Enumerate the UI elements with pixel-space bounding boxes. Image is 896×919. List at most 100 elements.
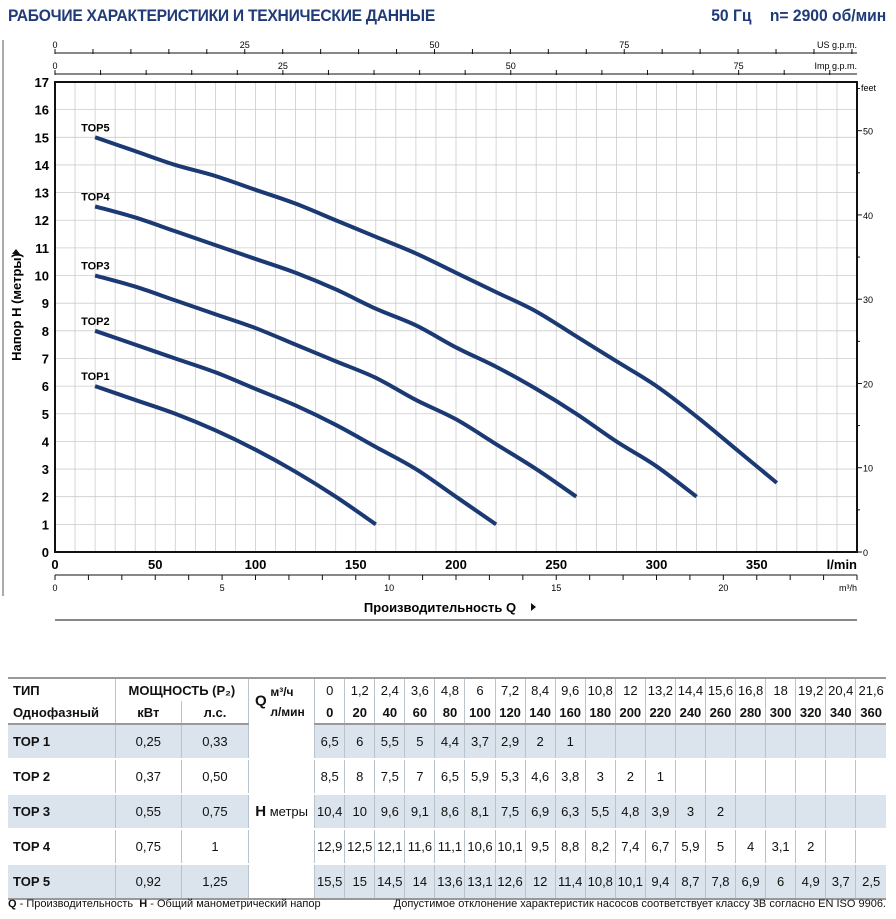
kw: 0,75 <box>114 829 182 865</box>
head-value: 3,1 <box>765 829 796 865</box>
head-value: 3,9 <box>644 794 676 830</box>
head-value: 2 <box>614 759 646 795</box>
head-value: 9,4 <box>644 864 676 900</box>
head-value <box>704 724 736 760</box>
lmin-label: л/мин <box>270 704 305 719</box>
head-value: 6 <box>344 724 375 760</box>
head-value: 1 <box>554 724 586 760</box>
feet-tick-label: 40 <box>863 211 873 221</box>
head-value: 6,5 <box>314 724 345 760</box>
m3h-tick-label: 15 <box>551 583 561 593</box>
head-value: 7 <box>404 759 435 795</box>
head-value: 4,6 <box>524 759 556 795</box>
m3h-value: 10,8 <box>584 677 616 701</box>
head-value <box>674 759 706 795</box>
head-value: 12 <box>524 864 556 900</box>
x-axis-arrow-icon <box>531 603 536 611</box>
series-line-top1 <box>94 384 377 526</box>
lmin-value: 140 <box>524 701 556 725</box>
head-value: 13,6 <box>434 864 465 900</box>
model: TOP 2 <box>8 759 116 795</box>
head-value: 12,6 <box>494 864 526 900</box>
y-tick-label: 13 <box>35 186 49 201</box>
head-value: 5,3 <box>494 759 526 795</box>
hp: 0,33 <box>180 724 249 760</box>
head-value: 11,4 <box>554 864 586 900</box>
head-value: 8,6 <box>434 794 465 830</box>
lmin-value: 60 <box>404 701 435 725</box>
series-label: TOP1 <box>81 371 110 383</box>
y-tick-label: 0 <box>42 545 49 560</box>
us-gpm-tick-label: 25 <box>240 40 250 50</box>
head-value <box>855 724 886 760</box>
head-value: 5,9 <box>674 829 706 865</box>
table-row: TOP 2 0,37 0,50 8,5 8 7,5 7 6,5 5,9 5,3 4,6 3,8 3 2 1 <box>8 759 886 795</box>
series-label: TOP4 <box>81 191 110 203</box>
m3h-value: 15,6 <box>704 677 736 701</box>
y-tick-label: 12 <box>35 213 49 228</box>
head-value <box>825 829 856 865</box>
frequency-speed: 50 Гц n= 2900 об/мин <box>693 6 886 26</box>
m3h-label: м³/ч <box>270 684 294 699</box>
m3h-value: 4,8 <box>434 677 465 701</box>
head-value: 2,5 <box>855 864 886 900</box>
head-value <box>825 794 856 830</box>
lmin-value: 40 <box>374 701 405 725</box>
head-value: 5 <box>704 829 736 865</box>
kw: 0,92 <box>114 864 182 900</box>
head-value: 1 <box>644 759 676 795</box>
y-tick-label: 2 <box>42 490 49 505</box>
head-value <box>825 759 856 795</box>
head-value <box>735 759 766 795</box>
head-value: 7,8 <box>704 864 736 900</box>
head-value: 6,9 <box>735 864 766 900</box>
head-value: 14,5 <box>374 864 405 900</box>
page-title: РАБОЧИЕ ХАРАКТЕРИСТИКИ И ТЕХНИЧЕСКИЕ ДАН… <box>8 6 435 25</box>
head-value: 2 <box>795 829 826 865</box>
series-line-top2 <box>94 328 498 526</box>
head-value <box>584 724 616 760</box>
head-value: 15 <box>344 864 375 900</box>
head-value: 10,1 <box>494 829 526 865</box>
head-value: 2 <box>704 794 736 830</box>
head-value <box>795 724 826 760</box>
head-value: 8,8 <box>554 829 586 865</box>
y-axis-title: Напор H (метры) <box>9 253 24 361</box>
hp: 0,75 <box>180 794 249 830</box>
y-tick-label: 9 <box>42 296 49 311</box>
head-value: 5 <box>404 724 435 760</box>
m3h-value: 8,4 <box>524 677 556 701</box>
head-value <box>825 724 856 760</box>
lmin-value: 20 <box>344 701 375 725</box>
y-tick-label: 15 <box>35 130 49 145</box>
m3h-tick-label: 5 <box>220 583 225 593</box>
x-tick-label: 250 <box>545 557 567 572</box>
kw: 0,55 <box>114 794 182 830</box>
head-value <box>765 794 796 830</box>
kw-header: кВт <box>114 701 182 725</box>
m3h-value: 21,6 <box>855 677 886 701</box>
table-row: TOP 5 0,92 1,25 15,5 15 14,5 14 13,6 13,1 12,6 12 1… <box>8 864 886 900</box>
x-tick-label: 200 <box>445 557 467 572</box>
feet-tick-label: 50 <box>863 127 873 137</box>
lmin-value: 300 <box>765 701 796 725</box>
tolerance-note: Допустимое отклонение характеристик насо… <box>393 898 886 910</box>
model: TOP 4 <box>8 829 116 865</box>
head-value <box>855 829 886 865</box>
power-header: МОЩНОСТЬ (P₂) <box>114 677 249 701</box>
x-tick-label: 0 <box>51 557 58 572</box>
feet-tick-label: 30 <box>863 295 873 305</box>
head-value: 9,1 <box>404 794 435 830</box>
head-value: 3,7 <box>464 724 496 760</box>
model: TOP 5 <box>8 864 116 900</box>
m3h-value: 16,8 <box>735 677 766 701</box>
feet-tick-label: 10 <box>863 464 873 474</box>
q-label: Q <box>255 691 267 709</box>
table-row: TOP 3 0,55 0,75 10,4 10 9,6 9,1 8,6 8,1 7,5 6,9 6,3… <box>8 794 886 830</box>
m3h-tick-label: 0 <box>52 583 57 593</box>
imp-gpm-tick-label: 50 <box>506 61 516 71</box>
lmin-value: 160 <box>554 701 586 725</box>
lmin-value: 220 <box>644 701 676 725</box>
us-gpm-tick-label: 50 <box>429 40 439 50</box>
head-value: 10,8 <box>584 864 616 900</box>
